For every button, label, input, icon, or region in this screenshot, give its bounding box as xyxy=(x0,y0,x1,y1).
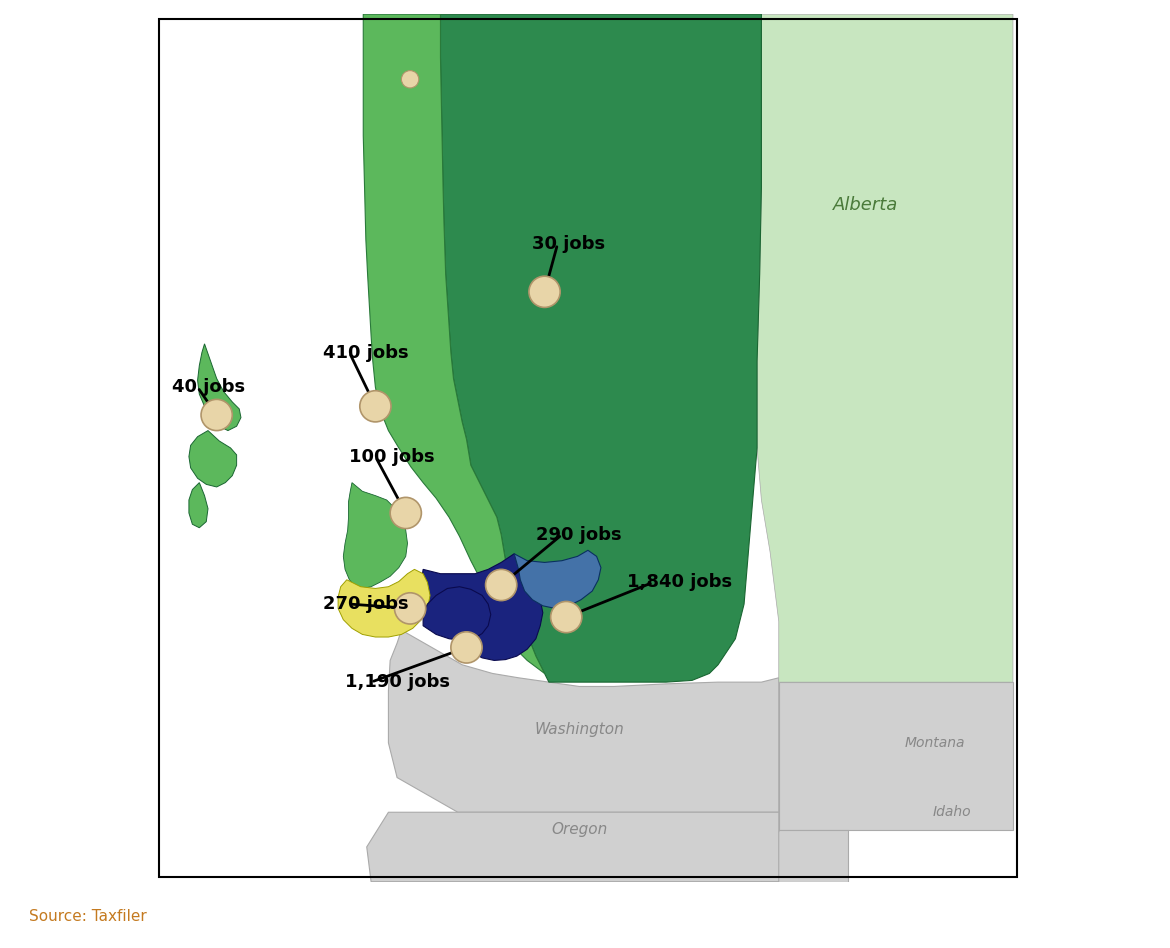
Polygon shape xyxy=(762,830,848,882)
Text: 290 jobs: 290 jobs xyxy=(536,526,621,543)
Text: 270 jobs: 270 jobs xyxy=(323,595,409,613)
Polygon shape xyxy=(440,14,762,683)
Polygon shape xyxy=(424,587,490,641)
Polygon shape xyxy=(363,14,544,673)
Polygon shape xyxy=(420,554,543,661)
Polygon shape xyxy=(188,430,236,487)
Text: Idaho: Idaho xyxy=(932,805,971,819)
Polygon shape xyxy=(388,630,779,812)
Polygon shape xyxy=(514,550,601,609)
Circle shape xyxy=(450,631,482,663)
Text: Washington: Washington xyxy=(535,722,624,738)
Circle shape xyxy=(201,399,233,430)
Text: 100 jobs: 100 jobs xyxy=(350,447,435,465)
Polygon shape xyxy=(198,344,241,430)
Circle shape xyxy=(390,498,421,529)
Circle shape xyxy=(529,276,560,307)
Text: Montana: Montana xyxy=(904,736,965,750)
Polygon shape xyxy=(757,14,1013,683)
Text: 410 jobs: 410 jobs xyxy=(323,343,409,361)
Polygon shape xyxy=(779,683,1013,830)
Polygon shape xyxy=(188,483,208,528)
Text: 40 jobs: 40 jobs xyxy=(172,378,245,396)
Text: Source: Taxfiler: Source: Taxfiler xyxy=(29,909,147,924)
Polygon shape xyxy=(343,483,407,589)
Circle shape xyxy=(486,570,517,601)
Circle shape xyxy=(394,592,426,624)
Circle shape xyxy=(551,601,581,632)
Polygon shape xyxy=(338,570,431,637)
Polygon shape xyxy=(366,812,779,882)
Text: 1,840 jobs: 1,840 jobs xyxy=(627,574,732,592)
Text: Oregon: Oregon xyxy=(551,822,607,837)
Text: 30 jobs: 30 jobs xyxy=(531,235,605,253)
Text: Alberta: Alberta xyxy=(833,196,899,214)
Circle shape xyxy=(401,70,419,88)
Text: 1,190 jobs: 1,190 jobs xyxy=(345,673,450,691)
Circle shape xyxy=(360,391,391,422)
